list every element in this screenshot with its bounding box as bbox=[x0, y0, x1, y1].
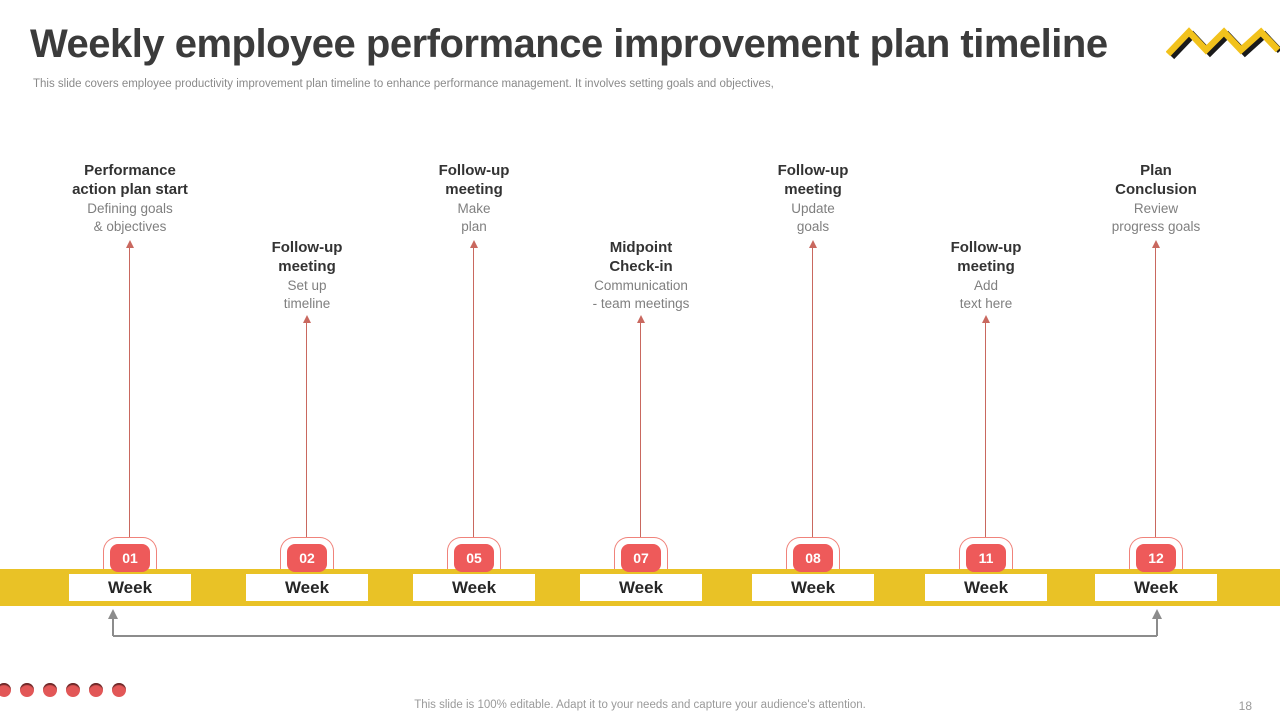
milestone-text-week-02: Follow-up meeting Set up timeline bbox=[217, 238, 397, 313]
milestone-text-week-07: Midpoint Check-in Communication - team m… bbox=[551, 238, 731, 313]
milestone-title: Follow-up meeting bbox=[777, 162, 849, 198]
milestone-arrow-line bbox=[812, 247, 813, 538]
milestone-arrow-line bbox=[306, 322, 307, 538]
milestone-text-week-11: Follow-up meeting Add text here bbox=[896, 238, 1076, 313]
milestone-description: Communication - team meetings bbox=[592, 278, 690, 311]
zigzag-logo-icon bbox=[1166, 27, 1280, 60]
span-arrow-line bbox=[1156, 619, 1158, 636]
span-arrow-line bbox=[113, 635, 1157, 637]
milestone-description: Make plan bbox=[457, 201, 491, 234]
arrow-up-icon bbox=[637, 315, 645, 323]
milestone-arrow-line bbox=[473, 247, 474, 538]
week-number-badge: 02 bbox=[287, 544, 327, 572]
dot-icon bbox=[20, 683, 34, 697]
arrow-up-icon bbox=[1152, 240, 1160, 248]
dot-icon bbox=[0, 683, 11, 697]
week-number-badge: 12 bbox=[1136, 544, 1176, 572]
arrow-up-icon bbox=[809, 240, 817, 248]
milestone-title: Follow-up meeting bbox=[271, 239, 343, 275]
milestone-description: Add text here bbox=[959, 278, 1013, 311]
week-label-box: Week bbox=[752, 574, 874, 601]
week-label-box: Week bbox=[413, 574, 535, 601]
page-number: 18 bbox=[1238, 699, 1252, 713]
week-label-box: Week bbox=[580, 574, 702, 601]
milestone-arrow-line bbox=[640, 322, 641, 538]
span-arrow-up-icon bbox=[108, 609, 118, 619]
dot-icon bbox=[89, 683, 103, 697]
slide-subtitle: This slide covers employee productivity … bbox=[33, 78, 774, 90]
week-number-badge: 01 bbox=[110, 544, 150, 572]
week-label-box: Week bbox=[925, 574, 1047, 601]
arrow-up-icon bbox=[126, 240, 134, 248]
week-label-box: Week bbox=[69, 574, 191, 601]
slide-title: Weekly employee performance improvement … bbox=[30, 22, 1108, 66]
milestone-title: Follow-up meeting bbox=[950, 239, 1022, 275]
milestone-title: Midpoint Check-in bbox=[609, 239, 673, 275]
milestone-text-week-01: Performance action plan start Defining g… bbox=[40, 161, 220, 236]
week-number-badge: 07 bbox=[621, 544, 661, 572]
span-arrow-line bbox=[112, 619, 114, 636]
arrow-up-icon bbox=[982, 315, 990, 323]
milestone-description: Review progress goals bbox=[1111, 201, 1201, 234]
milestone-arrow-line bbox=[1155, 247, 1156, 538]
milestone-text-week-12: Plan Conclusion Review progress goals bbox=[1066, 161, 1246, 236]
milestone-title: Follow-up meeting bbox=[438, 162, 510, 198]
milestone-title: Plan Conclusion bbox=[1115, 162, 1197, 198]
milestone-description: Update goals bbox=[791, 201, 835, 234]
dot-icon bbox=[112, 683, 126, 697]
milestone-arrow-line bbox=[129, 247, 130, 538]
milestone-title: Performance action plan start bbox=[72, 162, 188, 198]
week-label-box: Week bbox=[246, 574, 368, 601]
milestone-text-week-05: Follow-up meeting Make plan bbox=[384, 161, 564, 236]
dot-icon bbox=[66, 683, 80, 697]
arrow-up-icon bbox=[303, 315, 311, 323]
milestone-text-week-08: Follow-up meeting Update goals bbox=[723, 161, 903, 236]
week-number-badge: 05 bbox=[454, 544, 494, 572]
milestone-description: Set up timeline bbox=[283, 278, 331, 311]
arrow-up-icon bbox=[470, 240, 478, 248]
decorative-dots bbox=[0, 683, 126, 697]
milestone-arrow-line bbox=[985, 322, 986, 538]
footer-note: This slide is 100% editable. Adapt it to… bbox=[414, 699, 866, 711]
span-arrow-up-icon bbox=[1152, 609, 1162, 619]
week-label-box: Week bbox=[1095, 574, 1217, 601]
week-number-badge: 08 bbox=[793, 544, 833, 572]
dot-icon bbox=[43, 683, 57, 697]
week-number-badge: 11 bbox=[966, 544, 1006, 572]
milestone-description: Defining goals & objectives bbox=[87, 201, 173, 234]
